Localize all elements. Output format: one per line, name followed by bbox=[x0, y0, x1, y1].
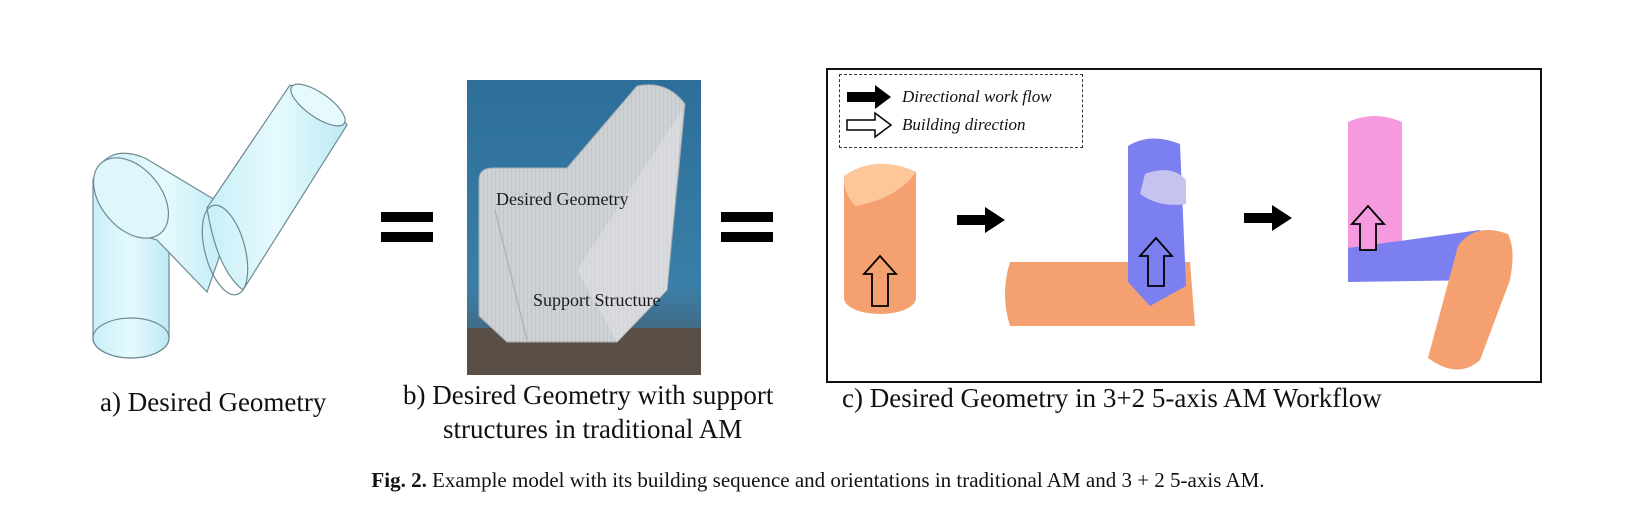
panel-c-frame bbox=[826, 68, 1542, 383]
panel-a-caption: a) Desired Geometry bbox=[100, 387, 327, 417]
equals-sign-2 bbox=[721, 212, 773, 248]
figure-label: Fig. 2. bbox=[371, 468, 427, 492]
panel-a-geometry bbox=[92, 83, 348, 359]
joint-ellipse bbox=[201, 204, 249, 296]
legend-box bbox=[839, 74, 1083, 148]
stage3-orange-cylinder bbox=[1428, 230, 1513, 370]
panel-b-render bbox=[467, 80, 701, 375]
stage1-top-face bbox=[844, 163, 916, 206]
figure-caption-text: Example model with its building sequence… bbox=[432, 468, 1265, 492]
label-desired-geometry: Desired Geometry bbox=[496, 189, 629, 209]
legend-workflow-text: Directional work flow bbox=[902, 87, 1052, 106]
workflow-arrow-1-icon bbox=[957, 207, 1005, 233]
stage2-up-arrow-icon bbox=[1137, 236, 1175, 287]
workflow-arrow-2-icon bbox=[1244, 205, 1292, 231]
middle-cut-ellipse bbox=[92, 157, 170, 239]
panel-c-caption: c) Desired Geometry in 3+2 5-axis AM Wor… bbox=[842, 383, 1382, 413]
panel-b-caption-line1: b) Desired Geometry with support bbox=[403, 380, 774, 410]
panel-b-caption-line2: structures in traditional AM bbox=[443, 414, 743, 444]
stage1-up-arrow-icon bbox=[861, 254, 899, 307]
legend-arrows bbox=[846, 85, 893, 139]
upper-cylinder-top bbox=[290, 83, 346, 127]
stage3-geometry bbox=[1348, 116, 1513, 370]
lower-cylinder-base bbox=[92, 317, 170, 359]
legend-building-text: Building direction bbox=[902, 115, 1026, 134]
stage1-geometry bbox=[844, 163, 916, 314]
stage2-geometry bbox=[1005, 138, 1195, 326]
building-arrow-icon bbox=[846, 111, 893, 139]
stage3-up-arrow-icon bbox=[1349, 204, 1387, 251]
figure-caption: Fig. 2. Example model with its building … bbox=[0, 468, 1636, 493]
equals-sign-1 bbox=[381, 212, 433, 248]
label-support-structure: Support Structure bbox=[533, 290, 661, 310]
workflow-arrow-icon bbox=[847, 85, 891, 109]
